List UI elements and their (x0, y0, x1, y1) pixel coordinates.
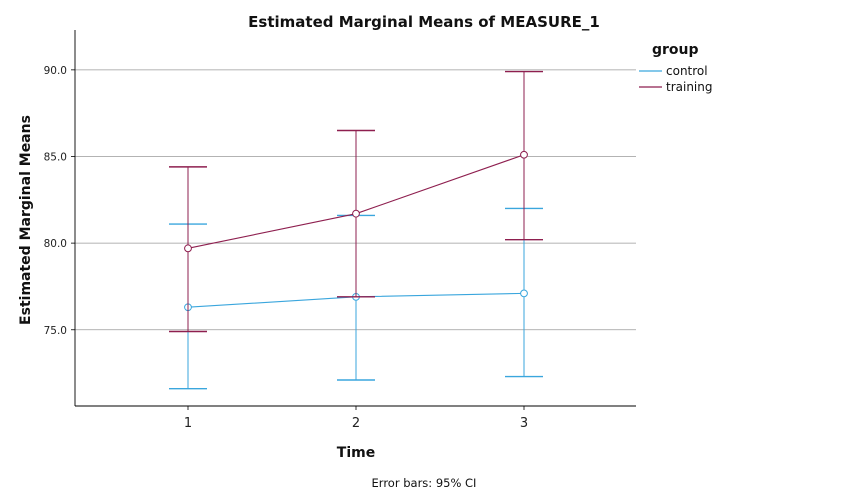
series-layer (169, 70, 543, 390)
legend-label-control: control (666, 64, 708, 78)
y-tick-label: 80.0 (44, 238, 67, 250)
legend-label-training: training (666, 80, 713, 94)
x-tick-label: 1 (184, 416, 192, 431)
footnote: Error bars: 95% CI (372, 476, 477, 490)
x-tick-labels: 1 2 3 (184, 406, 528, 431)
y-tick-labels: 75.0 80.0 85.0 90.0 (44, 65, 75, 337)
legend-title: group (652, 42, 699, 58)
x-tick-label: 2 (352, 416, 360, 431)
y-tick-label: 90.0 (44, 65, 67, 77)
data-point-control (520, 289, 528, 298)
y-axis-title: Estimated Marginal Means (18, 115, 34, 325)
data-point-training (352, 209, 360, 218)
legend: group control training (639, 42, 713, 94)
data-point-training (520, 150, 528, 159)
y-tick-label: 85.0 (44, 151, 67, 163)
x-axis-title: Time (337, 445, 375, 461)
series-training (169, 70, 543, 333)
data-point-training (184, 244, 192, 253)
chart-title: Estimated Marginal Means of MEASURE_1 (248, 13, 600, 31)
x-tick-label: 3 (520, 416, 528, 431)
y-tick-label: 75.0 (44, 325, 67, 337)
axes (74, 30, 636, 407)
